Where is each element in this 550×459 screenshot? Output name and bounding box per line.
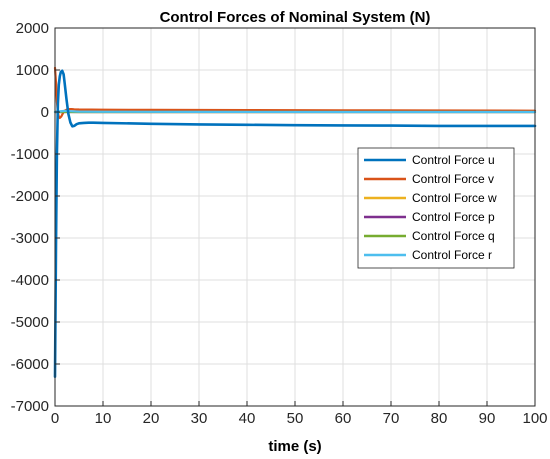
y-tick-label: -4000 <box>11 272 49 289</box>
legend-label: Control Force q <box>412 229 495 243</box>
legend-label: Control Force w <box>412 191 497 205</box>
x-tick-label: 90 <box>479 410 496 427</box>
y-tick-label: -1000 <box>11 146 49 163</box>
ticks: 0 10 20 30 40 50 60 70 80 90 100 -7000 -6000 -5000 -40… <box>11 20 548 427</box>
y-tick-label: -5000 <box>11 314 49 331</box>
y-tick-label: -6000 <box>11 356 49 373</box>
y-tick-label: -2000 <box>11 188 49 205</box>
legend-label: Control Force u <box>412 153 495 167</box>
x-tick-label: 0 <box>51 410 59 427</box>
y-tick-label: 0 <box>41 104 49 121</box>
x-tick-label: 30 <box>191 410 208 427</box>
legend-box <box>357 147 515 269</box>
chart-title: Control Forces of Nominal System (N) <box>160 9 431 26</box>
x-tick-label: 80 <box>431 410 448 427</box>
y-tick-label: 2000 <box>16 20 49 37</box>
x-tick-label: 70 <box>383 410 400 427</box>
x-tick-label: 40 <box>239 410 256 427</box>
y-tick-label: 1000 <box>16 62 49 79</box>
x-tick-label: 60 <box>335 410 352 427</box>
legend: Control Force u Control Force v Control Fo… <box>357 147 515 269</box>
y-tick-label: -3000 <box>11 230 49 247</box>
x-tick-label: 50 <box>287 410 304 427</box>
legend-label: Control Force r <box>412 248 492 262</box>
legend-label: Control Force p <box>412 210 495 224</box>
y-tick-label: -7000 <box>11 398 49 415</box>
series-line-control-force-u <box>53 69 537 378</box>
x-tick-label: 10 <box>95 410 112 427</box>
series-lines <box>53 66 537 378</box>
series-line-control-force-r <box>53 109 537 114</box>
x-tick-label: 100 <box>522 410 547 427</box>
x-axis-label: time (s) <box>268 438 321 455</box>
x-tick-label: 20 <box>143 410 160 427</box>
legend-label: Control Force v <box>412 172 494 186</box>
